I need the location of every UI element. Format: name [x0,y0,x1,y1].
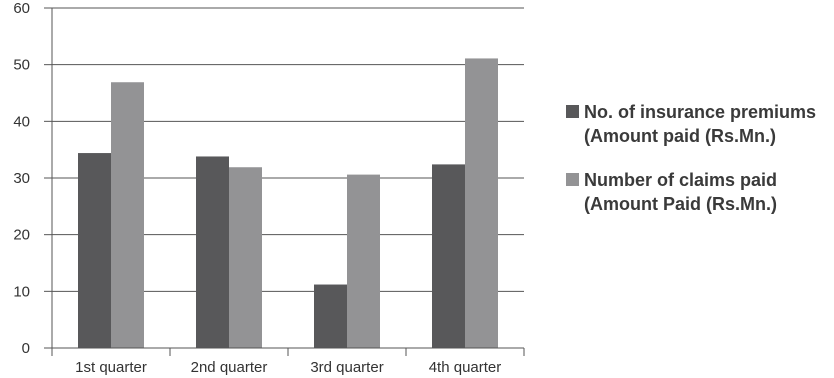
y-tick-label: 50 [13,57,30,74]
y-tick-label: 30 [13,170,30,187]
x-tick-label: 3rd quarter [310,359,383,376]
legend-label-claims: Number of claims paid (Amount Paid (Rs.M… [584,170,778,214]
bar-series1-4th-quarter [432,164,465,348]
bar-series2-1st-quarter [111,82,144,348]
y-tick-label: 20 [13,227,30,244]
bar-series2-2nd-quarter [229,167,262,348]
legend-item-claims: Number of claims paid (Amount Paid (Rs.M… [566,168,834,216]
bars [78,58,498,348]
bar-series2-4th-quarter [465,58,498,348]
legend-swatch-premiums [566,105,579,118]
axes [44,7,525,356]
legend-label-premiums: No. of insurance premiums (Amount paid (… [584,102,817,146]
bar-series2-3rd-quarter [347,174,380,348]
legend-item-premiums: No. of insurance premiums (Amount paid (… [566,100,834,148]
x-tick-label: 4th quarter [429,359,502,376]
legend: No. of insurance premiums (Amount paid (… [566,100,834,236]
tick-labels: 0 10 20 30 40 50 60 1st quarter 2nd quarter 3rd q… [13,0,501,376]
bar-series1-3rd-quarter [314,284,347,348]
y-tick-label: 60 [13,0,30,17]
x-tick-label: 2nd quarter [191,359,268,376]
bar-series1-2nd-quarter [196,156,229,348]
y-tick-label: 10 [13,283,30,300]
y-tick-label: 40 [13,113,30,130]
legend-swatch-claims [566,173,579,186]
x-tick-label: 1st quarter [75,359,147,376]
bar-series1-1st-quarter [78,153,111,348]
y-tick-label: 0 [22,340,30,357]
